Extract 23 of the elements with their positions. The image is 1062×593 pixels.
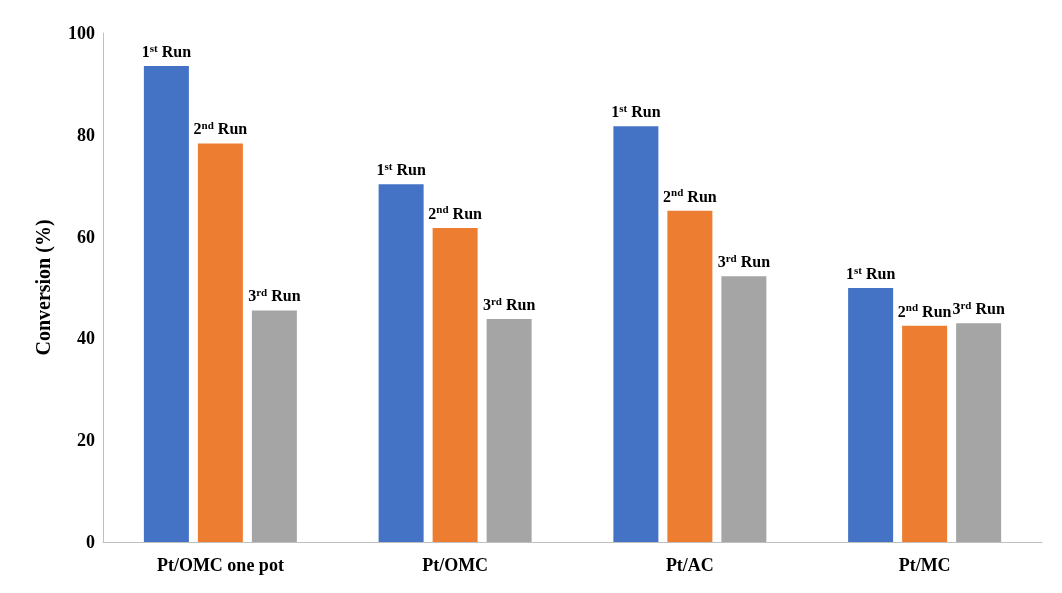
y-tick-label: 20	[77, 430, 95, 451]
y-tick-label: 60	[77, 226, 95, 247]
x-tick-label: Pt/AC	[665, 555, 714, 575]
y-axis-title: Conversion (%)	[32, 219, 55, 356]
bar	[378, 184, 424, 542]
y-tick-label: 80	[77, 124, 95, 145]
y-tick-label: 0	[86, 532, 95, 552]
y-tick-label: 100	[68, 23, 95, 43]
bar	[197, 143, 243, 542]
bar	[613, 126, 659, 542]
bar	[902, 325, 948, 542]
bar	[143, 66, 189, 542]
bar	[251, 310, 297, 542]
bar	[667, 210, 713, 542]
bar	[432, 227, 478, 542]
bar	[721, 276, 767, 542]
bar	[486, 319, 532, 542]
x-tick-label: Pt/OMC one pot	[156, 555, 284, 575]
x-tick-label: Pt/MC	[898, 555, 951, 575]
bar	[956, 323, 1002, 542]
y-tick-label: 40	[77, 328, 95, 349]
x-tick-label: Pt/OMC	[422, 555, 489, 575]
bar	[848, 288, 894, 542]
